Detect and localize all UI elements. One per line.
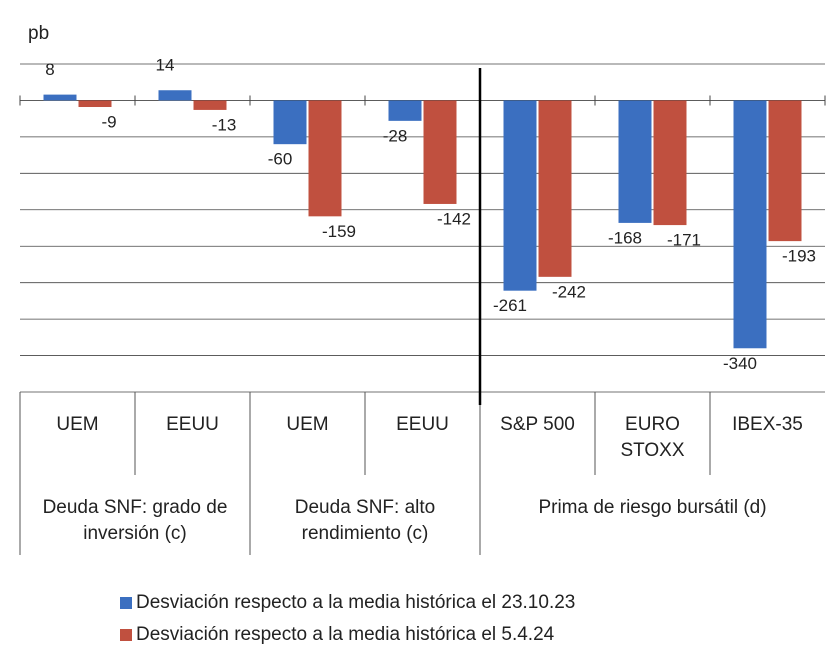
bar	[653, 100, 687, 226]
data-label: -340	[723, 354, 757, 373]
group-label: Deuda SNF: grado de inversión (c)	[42, 497, 228, 544]
data-label: -142	[437, 209, 471, 228]
bar	[768, 100, 802, 242]
bar	[538, 100, 572, 277]
legend-label: Desviación respecto a la media histórica…	[136, 592, 575, 613]
category-label: UEM	[286, 414, 329, 435]
legend-swatch	[120, 629, 132, 641]
data-label: -9	[101, 112, 116, 131]
bar	[618, 100, 652, 223]
data-label: -168	[608, 228, 642, 247]
data-label: -159	[322, 222, 356, 241]
legend-label: Desviación respecto a la media histórica…	[136, 624, 555, 645]
bar	[503, 100, 537, 291]
data-label: -242	[552, 282, 586, 301]
category-label: IBEX-35	[732, 414, 803, 435]
legend-swatch	[120, 597, 132, 609]
bar	[308, 100, 342, 217]
bar	[733, 100, 767, 349]
bar	[43, 94, 77, 101]
group-label: Deuda SNF: alto rendimiento (c)	[294, 497, 436, 544]
category-label: EURO STOXX	[620, 414, 685, 461]
bar	[193, 100, 227, 110]
data-label: 14	[156, 56, 175, 75]
category-label: EEUU	[166, 414, 219, 435]
category-label: UEM	[56, 414, 99, 435]
bar	[423, 100, 457, 204]
bar	[78, 100, 112, 108]
group-label: Prima de riesgo bursátil (d)	[538, 497, 767, 518]
data-label: 8	[45, 60, 54, 79]
data-label: -13	[212, 115, 237, 134]
bar	[388, 100, 422, 121]
category-label: S&P 500	[500, 414, 575, 435]
data-label: -60	[268, 150, 293, 169]
bar	[158, 90, 192, 101]
bar	[273, 100, 307, 145]
category-label: EEUU	[396, 414, 449, 435]
data-label: -28	[383, 126, 408, 145]
data-label: -261	[493, 296, 527, 315]
data-label: -171	[667, 231, 701, 250]
data-label: -193	[782, 247, 816, 266]
y-axis-label: pb	[28, 23, 49, 44]
